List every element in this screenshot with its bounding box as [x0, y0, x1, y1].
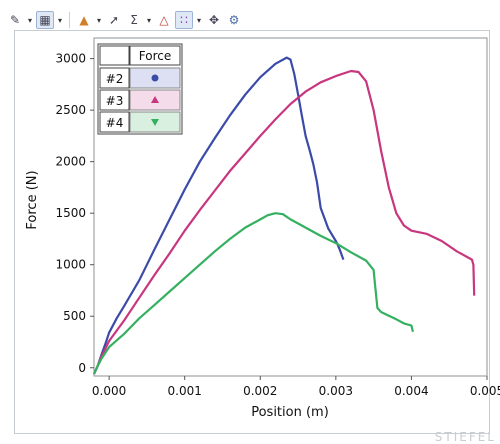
toolbar-separator	[69, 12, 70, 28]
series-line-3[interactable]	[93, 69, 476, 375]
legend-entry-label: #4	[106, 116, 124, 130]
color-palette-dropdown-chevron-icon[interactable]: ▾	[96, 15, 101, 25]
color-palette-icon[interactable]: ▲	[79, 13, 89, 27]
scatter-dropdown-chevron-icon[interactable]: ▾	[196, 15, 201, 25]
x-tick-label: 0.003	[319, 384, 353, 398]
y-tick-label: 1000	[55, 258, 86, 272]
legend-marker-circle	[151, 74, 159, 82]
chart-options-icon[interactable]: ▦	[36, 11, 54, 29]
legend-entry-label: #2	[106, 72, 124, 86]
crosshair-icon[interactable]: ✥	[208, 13, 220, 27]
legend-label-cell	[99, 111, 130, 133]
sigma-icon[interactable]: Σ	[130, 13, 138, 27]
x-tick-label: 0.000	[92, 384, 126, 398]
legend-entry-label: #3	[106, 94, 124, 108]
x-axis-ticks: 0.000 0.001 0.002 0.003 0.004 0.005	[92, 376, 500, 398]
scatter-icon[interactable]: ∷	[175, 11, 193, 29]
chart-toolbar: ✎ ▾ ▦ ▾ ▲ ▾ ➚ Σ ▾ △ ∷ ▾ ✥ ⚙	[6, 8, 494, 32]
x-tick-label: 0.001	[168, 384, 202, 398]
x-tick-label: 0.005	[470, 384, 500, 398]
legend-marker-triangle-down	[151, 119, 159, 126]
y-tick-label: 0	[78, 361, 86, 375]
sigma-dropdown-chevron-icon[interactable]: ▾	[146, 15, 151, 25]
y-tick-label: 3000	[55, 52, 86, 66]
gear-icon[interactable]: ⚙	[228, 13, 240, 27]
y-tick-label: 2500	[55, 103, 86, 117]
edit-icon[interactable]: ✎	[9, 13, 21, 27]
x-tick-label: 0.002	[243, 384, 277, 398]
y-axis-ticks: 0 500 1000 1500 2000 2500 3000	[55, 52, 94, 375]
legend-header-empty-cell	[99, 45, 130, 66]
y-tick-label: 500	[63, 309, 86, 323]
series-layer	[93, 56, 476, 375]
legend-header: Force	[139, 49, 171, 63]
x-tick-label: 0.004	[394, 384, 428, 398]
x-axis-title: Position (m)	[251, 405, 329, 420]
chart-options-dropdown-chevron-icon[interactable]: ▾	[57, 15, 62, 25]
pointer-tool-icon[interactable]: ➚	[108, 13, 120, 27]
y-tick-label: 1500	[55, 206, 86, 220]
y-tick-label: 2000	[55, 155, 86, 169]
edit-dropdown-chevron-icon[interactable]: ▾	[27, 15, 32, 25]
series-line-2[interactable]	[93, 56, 345, 375]
legend-label-cell	[99, 89, 130, 111]
series-line-4[interactable]	[93, 212, 414, 375]
legend-marker-triangle-up	[151, 96, 159, 103]
watermark-text: STIEFEL	[434, 430, 496, 444]
legend: Force #2 #3 #4	[97, 43, 183, 135]
peak-icon[interactable]: △	[159, 13, 169, 27]
legend-header-cell	[129, 45, 181, 66]
y-axis-title: Force (N)	[25, 170, 40, 229]
legend-label-cell	[99, 67, 130, 89]
